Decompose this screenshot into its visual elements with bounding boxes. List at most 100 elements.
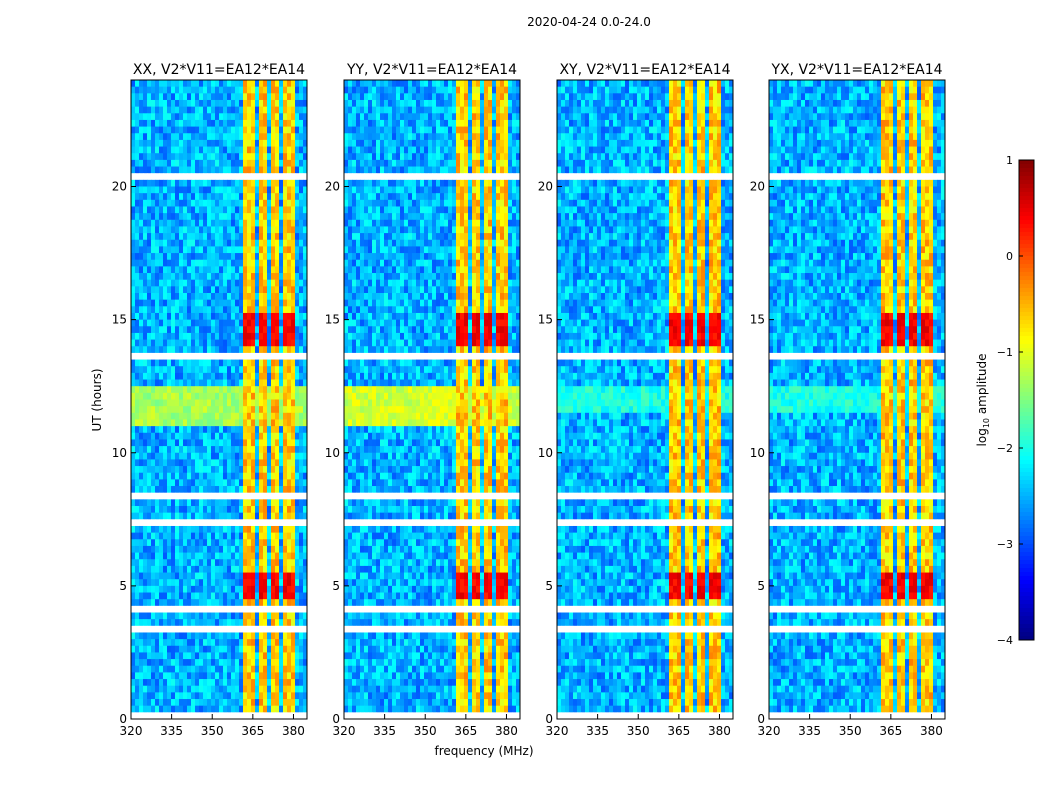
- heatmap-cell: [267, 352, 272, 360]
- heatmap-cell: [412, 99, 417, 108]
- heatmap-cell: [211, 179, 216, 187]
- heatmap-cell: [207, 379, 212, 387]
- heatmap-cell: [219, 106, 224, 114]
- heatmap-cell: [227, 186, 232, 194]
- heatmap-cell: [368, 153, 373, 161]
- heatmap-cell: [235, 592, 240, 600]
- heatmap-cell: [283, 186, 288, 194]
- heatmap-cell: [267, 452, 272, 460]
- heatmap-cell: [263, 679, 268, 687]
- heatmap-cell: [235, 412, 240, 420]
- heatmap-cell: [291, 319, 296, 327]
- heatmap-cell: [279, 286, 284, 294]
- heatmap-cell: [199, 159, 204, 167]
- heatmap-cell: [259, 179, 264, 187]
- heatmap-cell: [243, 412, 248, 420]
- heatmap-cell: [295, 579, 300, 587]
- heatmap-cell: [275, 599, 280, 607]
- heatmap-cell: [171, 306, 176, 314]
- heatmap-cell: [219, 179, 224, 187]
- heatmap-cell: [456, 113, 461, 121]
- heatmap-cell: [299, 705, 304, 713]
- heatmap-cell: [287, 519, 292, 527]
- heatmap-cell: [271, 466, 276, 474]
- heatmap-cell: [279, 153, 284, 161]
- heatmap-cell: [283, 446, 288, 454]
- heatmap-cell: [159, 486, 164, 494]
- heatmap-cell: [348, 133, 353, 141]
- heatmap-cell: [239, 119, 244, 127]
- heatmap-cell: [271, 239, 276, 247]
- heatmap-cell: [131, 426, 136, 434]
- heatmap-cell: [171, 233, 176, 241]
- heatmap-cell: [175, 259, 180, 267]
- heatmap-cell: [275, 219, 280, 227]
- heatmap-cell: [131, 406, 136, 414]
- heatmap-cell: [175, 559, 180, 567]
- heatmap-cell: [131, 692, 136, 700]
- heatmap-cell: [412, 166, 417, 174]
- heatmap-cell: [295, 259, 300, 267]
- heatmap-cell: [255, 133, 260, 141]
- heatmap-cell: [211, 239, 216, 247]
- heatmap-cell: [187, 359, 192, 367]
- heatmap-cell: [203, 705, 208, 713]
- heatmap-cell: [227, 233, 232, 241]
- heatmap-cell: [135, 86, 140, 94]
- heatmap-cell: [243, 80, 248, 88]
- heatmap-cell: [239, 253, 244, 261]
- heatmap-cell: [179, 419, 184, 427]
- heatmap-cell: [396, 153, 401, 161]
- heatmap-cell: [227, 672, 232, 680]
- heatmap-cell: [179, 319, 184, 327]
- heatmap-cell: [139, 412, 144, 420]
- heatmap-cell: [275, 652, 280, 660]
- heatmap-cell: [299, 273, 304, 281]
- heatmap-cell: [488, 139, 493, 147]
- heatmap-cell: [207, 572, 212, 580]
- heatmap-cell: [175, 419, 180, 427]
- heatmap-cell: [255, 319, 260, 327]
- heatmap-cell: [404, 106, 409, 114]
- heatmap-cell: [227, 372, 232, 380]
- heatmap-cell: [243, 619, 248, 627]
- heatmap-cell: [215, 466, 220, 474]
- heatmap-cell: [408, 179, 413, 187]
- heatmap-cell: [171, 672, 176, 680]
- heatmap-cell: [279, 506, 284, 514]
- heatmap-cell: [199, 499, 204, 507]
- heatmap-cell: [231, 346, 236, 354]
- heatmap-cell: [283, 665, 288, 673]
- heatmap-cell: [291, 532, 296, 540]
- heatmap-cell: [191, 525, 196, 534]
- heatmap-cell: [440, 106, 445, 114]
- heatmap-cell: [255, 625, 260, 633]
- heatmap-cell: [131, 559, 136, 567]
- heatmap-cell: [243, 273, 248, 281]
- heatmap-cell: [227, 572, 232, 580]
- heatmap-cell: [384, 99, 389, 108]
- heatmap-cell: [283, 139, 288, 147]
- heatmap-cell: [155, 579, 160, 587]
- heatmap-cell: [364, 133, 369, 141]
- heatmap-cell: [215, 179, 220, 187]
- heatmap-cell: [360, 126, 365, 134]
- heatmap-cell: [259, 539, 264, 547]
- heatmap-cell: [508, 133, 513, 141]
- heatmap-cell: [171, 273, 176, 281]
- heatmap-cell: [259, 286, 264, 294]
- heatmap-cell: [151, 579, 156, 587]
- heatmap-cell: [179, 193, 184, 201]
- heatmap-cell: [263, 106, 268, 114]
- heatmap-cell: [432, 106, 437, 114]
- heatmap-cell: [291, 592, 296, 600]
- heatmap-cell: [163, 99, 168, 108]
- heatmap-cell: [392, 186, 397, 194]
- heatmap-cell: [135, 406, 140, 414]
- heatmap-cell: [187, 585, 192, 593]
- heatmap-cell: [235, 113, 240, 121]
- heatmap-cell: [175, 366, 180, 374]
- heatmap-cell: [295, 632, 300, 640]
- heatmap-cell: [271, 139, 276, 147]
- heatmap-cell: [271, 525, 276, 534]
